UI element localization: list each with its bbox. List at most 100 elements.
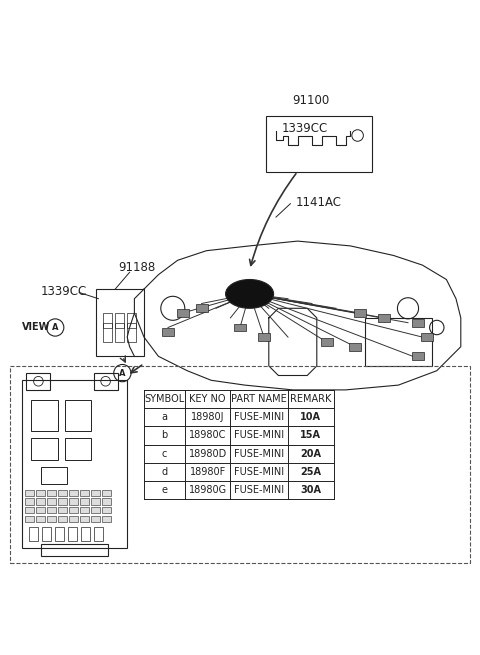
Bar (81, 527, 90, 541)
Text: d: d (161, 467, 168, 477)
Bar (349, 343, 361, 350)
Bar (80, 498, 89, 504)
Bar (80, 490, 89, 496)
Text: REMARK: REMARK (290, 394, 332, 404)
Bar (36, 490, 45, 496)
Bar (412, 319, 424, 327)
Bar (378, 314, 390, 322)
Bar (25, 515, 34, 522)
Bar (177, 309, 189, 317)
Bar (102, 498, 111, 504)
Bar (354, 309, 366, 317)
Bar (68, 527, 77, 541)
Bar (80, 515, 89, 522)
Bar (421, 333, 433, 341)
Bar (69, 498, 78, 504)
Bar (36, 498, 45, 504)
Bar (115, 323, 124, 342)
Text: SYMBOL: SYMBOL (144, 394, 184, 404)
Text: 30A: 30A (300, 485, 321, 495)
Bar (47, 515, 56, 522)
Bar (234, 324, 246, 331)
Bar (42, 527, 51, 541)
Bar (91, 515, 100, 522)
Bar (91, 498, 100, 504)
Text: KEY NO: KEY NO (189, 394, 226, 404)
Bar (258, 333, 270, 341)
Bar (127, 313, 136, 328)
Text: FUSE-MINI: FUSE-MINI (234, 412, 284, 422)
Bar (96, 289, 144, 356)
Text: c: c (162, 449, 167, 458)
Bar (102, 507, 111, 514)
Bar (29, 527, 38, 541)
Bar (31, 400, 58, 431)
Text: 18980J: 18980J (191, 412, 224, 422)
Bar (91, 507, 100, 514)
Text: 18980C: 18980C (189, 430, 226, 441)
Bar (58, 490, 67, 496)
Bar (47, 507, 56, 514)
Bar (102, 515, 111, 522)
Bar (55, 527, 64, 541)
Text: 91188: 91188 (118, 261, 156, 274)
Bar (65, 438, 91, 460)
Bar (25, 507, 34, 514)
Text: VIEW: VIEW (22, 322, 50, 333)
Bar (102, 490, 111, 496)
Bar (65, 400, 91, 431)
Bar (36, 507, 45, 514)
Text: 1141AC: 1141AC (295, 196, 341, 209)
Bar (94, 373, 118, 390)
Bar (94, 527, 103, 541)
Bar (25, 490, 34, 496)
Text: PART NAME: PART NAME (231, 394, 287, 404)
Text: A: A (52, 323, 59, 332)
Text: a: a (161, 412, 168, 422)
Text: 20A: 20A (300, 449, 321, 458)
Bar (22, 381, 127, 548)
Bar (36, 515, 45, 522)
Bar (196, 305, 208, 312)
Text: FUSE-MINI: FUSE-MINI (234, 467, 284, 477)
Bar (115, 313, 124, 328)
Bar (10, 366, 470, 563)
Ellipse shape (226, 280, 274, 309)
Text: 1339CC: 1339CC (282, 122, 328, 135)
Text: FUSE-MINI: FUSE-MINI (234, 449, 284, 458)
Bar (41, 544, 108, 555)
Bar (103, 313, 112, 328)
Bar (26, 373, 50, 390)
Bar (69, 507, 78, 514)
Bar (47, 490, 56, 496)
Text: e: e (161, 485, 168, 495)
Text: 15A: 15A (300, 430, 321, 441)
Text: 1339CC: 1339CC (41, 285, 87, 298)
Text: 91100: 91100 (292, 94, 330, 107)
Bar (41, 467, 67, 483)
Bar (91, 490, 100, 496)
Bar (69, 515, 78, 522)
Bar (58, 507, 67, 514)
Bar (127, 323, 136, 342)
Bar (58, 515, 67, 522)
Bar (80, 507, 89, 514)
Text: 18980D: 18980D (189, 449, 227, 458)
Bar (365, 318, 432, 366)
Bar (412, 352, 424, 360)
Bar (58, 498, 67, 504)
Bar (47, 498, 56, 504)
Text: A: A (119, 369, 126, 377)
Text: FUSE-MINI: FUSE-MINI (234, 485, 284, 495)
Text: FUSE-MINI: FUSE-MINI (234, 430, 284, 441)
Bar (69, 490, 78, 496)
Bar (321, 338, 333, 346)
Text: 18980F: 18980F (190, 467, 226, 477)
Bar (103, 323, 112, 342)
Text: 18980G: 18980G (189, 485, 227, 495)
Bar (25, 498, 34, 504)
Text: b: b (161, 430, 168, 441)
Text: 25A: 25A (300, 467, 321, 477)
Bar (31, 438, 58, 460)
Text: 10A: 10A (300, 412, 321, 422)
